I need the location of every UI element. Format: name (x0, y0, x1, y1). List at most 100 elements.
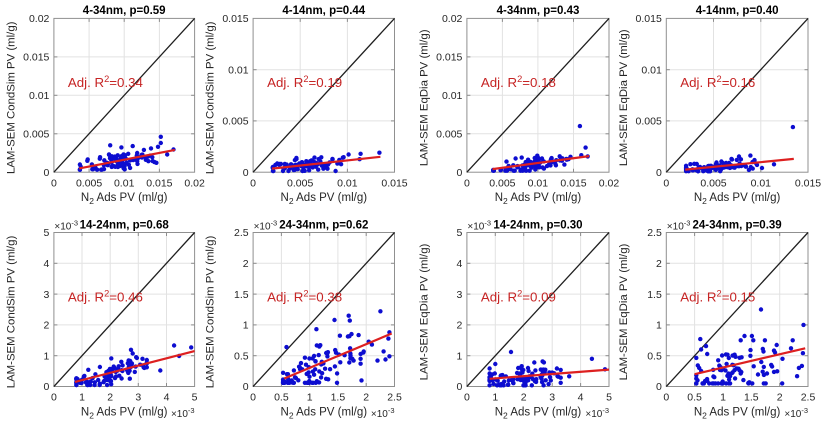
svg-text:1: 1 (457, 350, 463, 362)
svg-text:1: 1 (307, 392, 313, 404)
svg-text:0.015: 0.015 (381, 177, 407, 189)
svg-text:4-14nm, p=0.40: 4-14nm, p=0.40 (696, 5, 779, 17)
svg-text:0.01: 0.01 (751, 177, 772, 189)
svg-text:Adj. R2=0.38: Adj. R2=0.38 (267, 288, 342, 304)
svg-text:0.015: 0.015 (222, 13, 248, 25)
svg-text:2: 2 (777, 392, 783, 404)
svg-text:5: 5 (44, 227, 50, 239)
svg-text:Adj. R2=0.16: Adj. R2=0.16 (680, 74, 755, 90)
svg-text:0.005: 0.005 (222, 116, 248, 128)
svg-text:0: 0 (656, 381, 662, 393)
svg-text:14-24nm, p=0.68: 14-24nm, p=0.68 (80, 219, 170, 231)
svg-text:1: 1 (44, 350, 50, 362)
svg-text:0.01: 0.01 (337, 177, 358, 189)
svg-text:0.015: 0.015 (636, 13, 662, 25)
svg-text:2: 2 (521, 392, 527, 404)
svg-text:4: 4 (457, 258, 463, 270)
svg-text:N2 Ads PV (ml/g): N2 Ads PV (ml/g) (81, 407, 168, 421)
svg-text:0.005: 0.005 (489, 177, 515, 189)
svg-text:0: 0 (44, 381, 50, 393)
svg-text:0: 0 (250, 177, 256, 189)
svg-text:24-34nm, p=0.39: 24-34nm, p=0.39 (693, 219, 782, 231)
svg-text:N2 Ads PV (ml/g): N2 Ads PV (ml/g) (81, 192, 168, 206)
svg-text:24-34nm, p=0.62: 24-34nm, p=0.62 (279, 219, 368, 231)
svg-text:Adj. R2=0.18: Adj. R2=0.18 (481, 74, 556, 90)
svg-text:3: 3 (549, 392, 555, 404)
svg-text:0.015: 0.015 (560, 177, 586, 189)
svg-text:0.005: 0.005 (76, 177, 102, 189)
svg-text:3: 3 (457, 289, 463, 301)
svg-text:2.5: 2.5 (801, 392, 816, 404)
svg-text:4-34nm, p=0.59: 4-34nm, p=0.59 (83, 5, 166, 17)
svg-text:0: 0 (457, 167, 463, 179)
svg-text:5: 5 (457, 227, 463, 239)
svg-text:LAM-SEM EqDia PV (ml/g): LAM-SEM EqDia PV (ml/g) (418, 243, 430, 380)
svg-text:Adj. R2=0.09: Adj. R2=0.09 (481, 288, 556, 304)
svg-text:1.5: 1.5 (234, 289, 249, 301)
svg-text:2: 2 (656, 258, 662, 270)
svg-text:0.01: 0.01 (442, 90, 463, 102)
svg-text:1.5: 1.5 (331, 392, 346, 404)
svg-text:LAM-SEM CondSim PV (ml/g): LAM-SEM CondSim PV (ml/g) (5, 21, 17, 174)
svg-text:0: 0 (464, 392, 470, 404)
svg-text:4-34nm, p=0.43: 4-34nm, p=0.43 (497, 5, 580, 17)
svg-text:0: 0 (663, 392, 669, 404)
svg-text:Adj. R2=0.19: Adj. R2=0.19 (267, 74, 342, 90)
svg-text:0.005: 0.005 (287, 177, 313, 189)
svg-text:N2 Ads PV (ml/g): N2 Ads PV (ml/g) (694, 192, 781, 206)
svg-text:LAM-SEM CondSim PV (ml/g): LAM-SEM CondSim PV (ml/g) (5, 236, 17, 389)
svg-text:2: 2 (243, 258, 249, 270)
svg-text:0.005: 0.005 (636, 116, 662, 128)
svg-text:0: 0 (44, 167, 50, 179)
svg-text:2: 2 (44, 320, 50, 332)
svg-text:2: 2 (363, 392, 369, 404)
svg-text:LAM-SEM EqDia PV (ml/g): LAM-SEM EqDia PV (ml/g) (418, 29, 430, 166)
svg-text:0.5: 0.5 (647, 350, 662, 362)
svg-text:0.02: 0.02 (29, 13, 50, 25)
svg-text:1: 1 (243, 320, 249, 332)
svg-text:4-14nm, p=0.44: 4-14nm, p=0.44 (282, 5, 365, 17)
svg-text:2.5: 2.5 (387, 392, 402, 404)
svg-text:4: 4 (578, 392, 584, 404)
svg-text:3: 3 (135, 392, 141, 404)
svg-text:1: 1 (79, 392, 85, 404)
svg-text:0: 0 (250, 392, 256, 404)
svg-text:0.015: 0.015 (146, 177, 172, 189)
svg-text:N2 Ads PV (ml/g): N2 Ads PV (ml/g) (495, 407, 582, 421)
svg-text:0: 0 (51, 392, 57, 404)
svg-text:0.005: 0.005 (436, 128, 462, 140)
svg-text:0: 0 (663, 177, 669, 189)
svg-text:0: 0 (243, 381, 249, 393)
svg-text:0: 0 (656, 167, 662, 179)
svg-text:3: 3 (44, 289, 50, 301)
svg-text:1: 1 (492, 392, 498, 404)
svg-text:0.01: 0.01 (528, 177, 549, 189)
svg-text:0.005: 0.005 (700, 177, 726, 189)
svg-text:LAM-SEM CondSim PV (ml/g): LAM-SEM CondSim PV (ml/g) (205, 236, 217, 389)
svg-text:1.5: 1.5 (744, 392, 759, 404)
svg-text:1.5: 1.5 (647, 289, 662, 301)
svg-text:Adj. R2=0.34: Adj. R2=0.34 (68, 74, 143, 90)
svg-text:0.02: 0.02 (599, 177, 620, 189)
svg-text:N2 Ads PV (ml/g): N2 Ads PV (ml/g) (281, 192, 368, 206)
svg-text:0.015: 0.015 (795, 177, 821, 189)
svg-text:2: 2 (457, 320, 463, 332)
svg-text:0.01: 0.01 (29, 90, 50, 102)
svg-text:0.01: 0.01 (641, 64, 662, 76)
svg-text:N2 Ads PV (ml/g): N2 Ads PV (ml/g) (281, 407, 368, 421)
svg-text:0.5: 0.5 (687, 392, 702, 404)
svg-text:0.5: 0.5 (274, 392, 289, 404)
svg-text:0: 0 (51, 177, 57, 189)
svg-text:Adj. R2=0.46: Adj. R2=0.46 (68, 288, 143, 304)
svg-text:2.5: 2.5 (647, 227, 662, 239)
svg-text:LAM-SEM EqDia PV (ml/g): LAM-SEM EqDia PV (ml/g) (618, 243, 630, 380)
svg-text:4: 4 (44, 258, 50, 270)
svg-text:0: 0 (464, 177, 470, 189)
svg-text:0.005: 0.005 (23, 128, 49, 140)
svg-text:LAM-SEM EqDia PV (ml/g): LAM-SEM EqDia PV (ml/g) (618, 29, 630, 166)
svg-text:N2 Ads PV (ml/g): N2 Ads PV (ml/g) (694, 407, 781, 421)
svg-text:N2 Ads PV (ml/g): N2 Ads PV (ml/g) (495, 192, 582, 206)
svg-text:0.015: 0.015 (436, 52, 462, 64)
svg-text:0: 0 (243, 167, 249, 179)
svg-text:0.01: 0.01 (228, 64, 249, 76)
